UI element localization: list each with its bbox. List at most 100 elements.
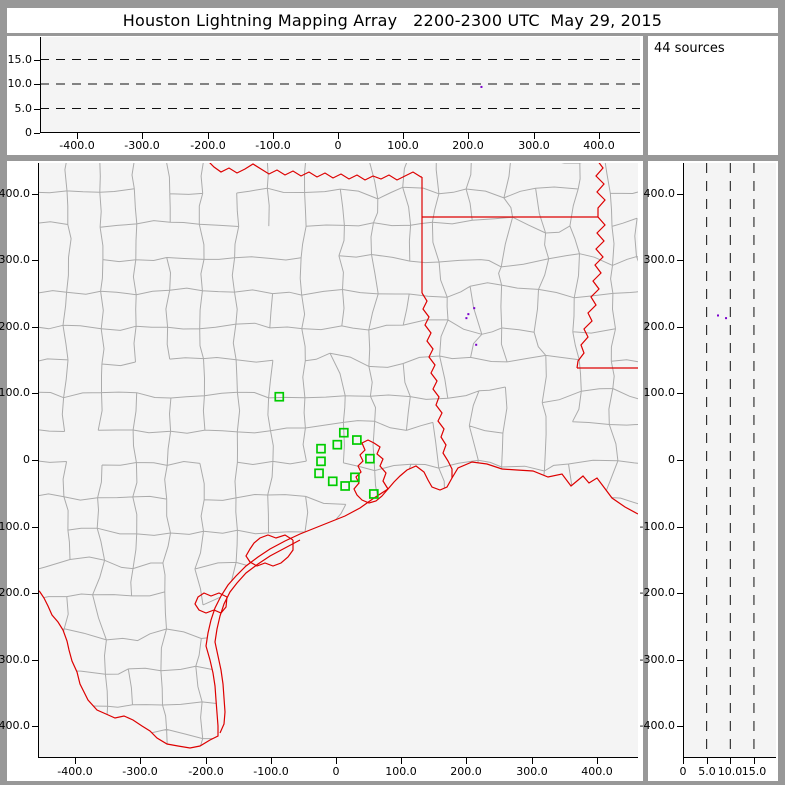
lma-station-marker bbox=[316, 443, 326, 454]
altitude-tick-label: 0 bbox=[679, 765, 687, 778]
altitude-ew-panel: 0 5.0 10.0 15.0 -400.0 -300.0 -200.0 -100.0 0 100… bbox=[7, 36, 643, 155]
altitude-ns-panel: 400.0 300.0 200.0 100.0 0 -100.0 -200.0 -300.0 -… bbox=[640, 161, 778, 781]
tick-mark bbox=[677, 593, 683, 594]
ns-tick-label: 400.0 bbox=[643, 187, 676, 200]
ns-tick-label: -300.0 bbox=[0, 653, 30, 666]
ew-tick-label: -300.0 bbox=[124, 139, 160, 152]
tick-mark bbox=[730, 758, 731, 764]
tick-mark bbox=[34, 60, 40, 61]
tick-mark bbox=[677, 660, 683, 661]
ew-tick-label: -200.0 bbox=[188, 765, 224, 778]
tick-mark bbox=[32, 726, 38, 727]
ew-tick-label: -400.0 bbox=[59, 139, 95, 152]
ew-tick-label: -100.0 bbox=[253, 765, 289, 778]
lightning-source-point bbox=[475, 343, 478, 346]
altitude-ns-plot-area[interactable] bbox=[683, 163, 776, 758]
lma-station-marker bbox=[340, 481, 350, 491]
ns-tick-label: 300.0 bbox=[0, 253, 30, 266]
tick-mark bbox=[34, 84, 40, 85]
lma-station-marker bbox=[316, 456, 326, 467]
matagorda-bay-outline bbox=[245, 534, 294, 567]
tick-mark bbox=[208, 133, 209, 139]
plan-view-map-area[interactable] bbox=[38, 163, 638, 758]
ns-tick-label: 300.0 bbox=[643, 253, 676, 266]
lma-station-marker bbox=[327, 476, 338, 487]
altitude-ns-canvas bbox=[683, 163, 776, 758]
sabine-river-border bbox=[421, 292, 453, 478]
tick-mark bbox=[534, 133, 535, 139]
tick-mark bbox=[707, 758, 708, 764]
ns-tick-label: 200.0 bbox=[0, 320, 30, 333]
tick-mark bbox=[32, 460, 38, 461]
lightning-source-point bbox=[725, 317, 728, 320]
ew-tick-label: 300.0 bbox=[518, 139, 550, 152]
tick-mark bbox=[32, 593, 38, 594]
ns-tick-label: 0 bbox=[668, 453, 675, 466]
ew-tick-label: 400.0 bbox=[583, 139, 615, 152]
altitude-tick-label: 0 bbox=[25, 126, 32, 139]
tick-mark bbox=[677, 726, 683, 727]
lma-station-marker bbox=[368, 489, 379, 499]
altitude-ew-canvas bbox=[40, 37, 640, 133]
tick-mark bbox=[677, 327, 683, 328]
red-river-border bbox=[209, 163, 422, 181]
ew-tick-label: -400.0 bbox=[57, 765, 93, 778]
ns-tick-label: -100.0 bbox=[0, 520, 30, 533]
tick-mark bbox=[32, 527, 38, 528]
ew-tick-label: 100.0 bbox=[385, 765, 417, 778]
altitude-tick-label: 15.0 bbox=[741, 765, 767, 778]
lma-station-marker bbox=[274, 391, 285, 402]
ew-tick-label: 0 bbox=[334, 139, 342, 152]
ew-tick-label: 400.0 bbox=[581, 765, 613, 778]
tick-mark bbox=[597, 758, 598, 764]
lma-station-marker bbox=[350, 472, 360, 483]
altitude-ew-plot-area[interactable] bbox=[40, 37, 640, 133]
tick-mark bbox=[466, 758, 467, 764]
ns-tick-label: 400.0 bbox=[0, 187, 30, 200]
ew-tick-label: -100.0 bbox=[255, 139, 291, 152]
lightning-source-point bbox=[467, 313, 470, 316]
source-count-panel: 44 sources bbox=[648, 36, 778, 155]
ew-tick-label: 100.0 bbox=[387, 139, 419, 152]
tick-mark bbox=[271, 758, 272, 764]
coastline-and-rio-grande bbox=[38, 461, 638, 749]
altitude-tick-label: 5.0 bbox=[698, 765, 716, 778]
tick-mark bbox=[532, 758, 533, 764]
barrier-islands-outline bbox=[214, 539, 301, 734]
ns-tick-label: -400.0 bbox=[639, 719, 675, 732]
ns-tick-label: -400.0 bbox=[0, 719, 30, 732]
county-boundaries bbox=[38, 163, 638, 748]
title-bar: Houston Lightning Mapping Array 2200-230… bbox=[7, 8, 778, 33]
plan-view-panel: 400.0 300.0 200.0 100.0 0 -100.0 -200.0 -300.0 -… bbox=[0, 161, 643, 781]
tick-mark bbox=[403, 133, 404, 139]
tick-mark bbox=[206, 758, 207, 764]
lma-station-marker bbox=[332, 439, 343, 450]
tick-mark bbox=[468, 133, 469, 139]
lma-station-marker bbox=[314, 468, 324, 479]
tick-mark bbox=[677, 393, 683, 394]
lightning-source-point bbox=[465, 317, 468, 320]
lightning-source-point bbox=[480, 85, 483, 88]
tick-mark bbox=[754, 758, 755, 764]
ew-tick-label: -200.0 bbox=[190, 139, 226, 152]
lma-station-marker bbox=[365, 453, 375, 464]
tick-mark bbox=[677, 460, 683, 461]
ns-tick-label: -200.0 bbox=[0, 586, 30, 599]
galveston-bay-outline bbox=[353, 439, 389, 504]
tick-mark bbox=[677, 194, 683, 195]
ns-tick-label: -300.0 bbox=[639, 653, 675, 666]
ew-tick-label: 200.0 bbox=[450, 765, 482, 778]
plan-view-map-canvas bbox=[38, 163, 638, 758]
tick-mark bbox=[599, 133, 600, 139]
ns-tick-label: 100.0 bbox=[643, 386, 676, 399]
ew-tick-label: 300.0 bbox=[516, 765, 548, 778]
tick-mark bbox=[142, 133, 143, 139]
ns-tick-label: -200.0 bbox=[639, 586, 675, 599]
altitude-tick-label: 15.0 bbox=[7, 53, 33, 66]
source-count-label: 44 sources bbox=[654, 41, 725, 56]
tick-mark bbox=[34, 109, 40, 110]
ns-tick-label: 100.0 bbox=[0, 386, 30, 399]
tick-mark bbox=[77, 133, 78, 139]
ns-tick-label: 200.0 bbox=[643, 320, 676, 333]
ew-tick-label: 200.0 bbox=[452, 139, 484, 152]
